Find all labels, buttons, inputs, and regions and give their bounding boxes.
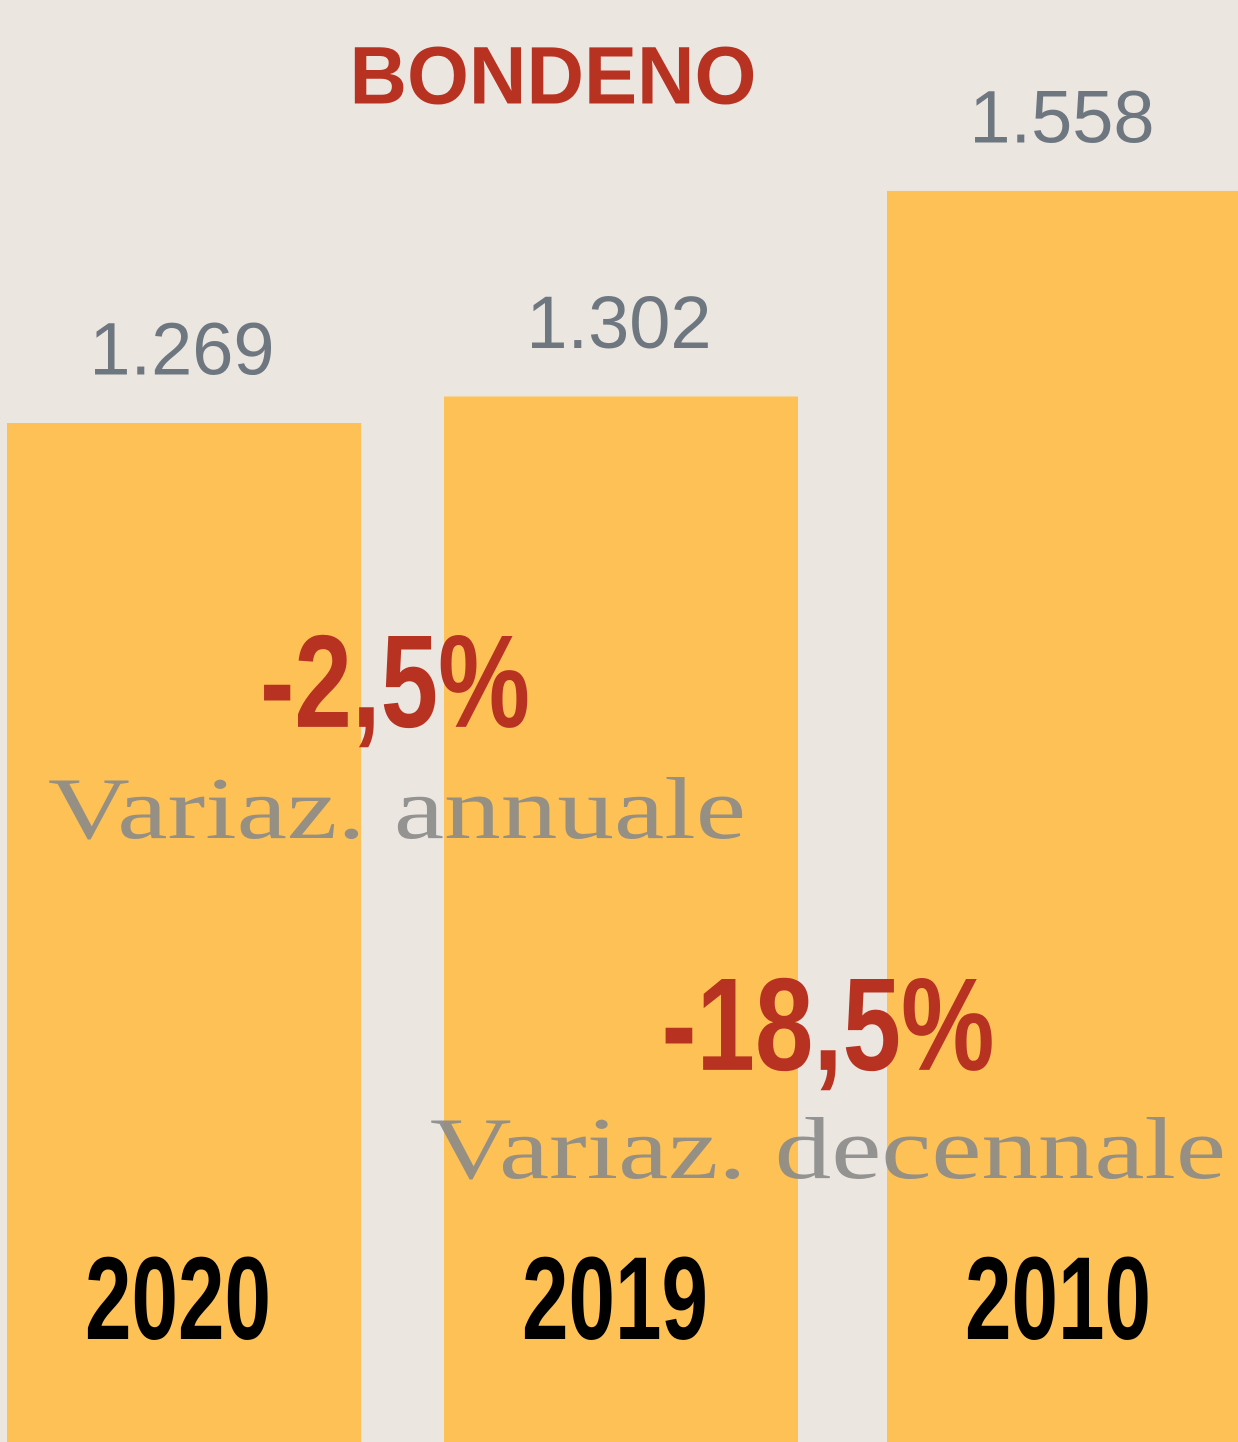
bar bbox=[887, 190, 1238, 1442]
chart-title: BONDENO bbox=[350, 31, 757, 122]
x-tick-label: 2010 bbox=[965, 1233, 1151, 1365]
value-label: 1.302 bbox=[526, 281, 711, 364]
annotation: Variaz. decennale bbox=[430, 1101, 1226, 1198]
bars bbox=[7, 190, 1238, 1442]
annotation: -18,5% bbox=[662, 951, 995, 1098]
value-label: 1.269 bbox=[89, 308, 274, 391]
x-tick-label: 2020 bbox=[85, 1233, 271, 1365]
annotation: Variaz. annuale bbox=[48, 761, 746, 858]
x-tick-label: 2019 bbox=[522, 1233, 708, 1365]
value-label: 1.558 bbox=[969, 75, 1154, 158]
bar bbox=[7, 422, 361, 1442]
bar bbox=[444, 396, 798, 1442]
annotation: -2,5% bbox=[260, 608, 530, 755]
